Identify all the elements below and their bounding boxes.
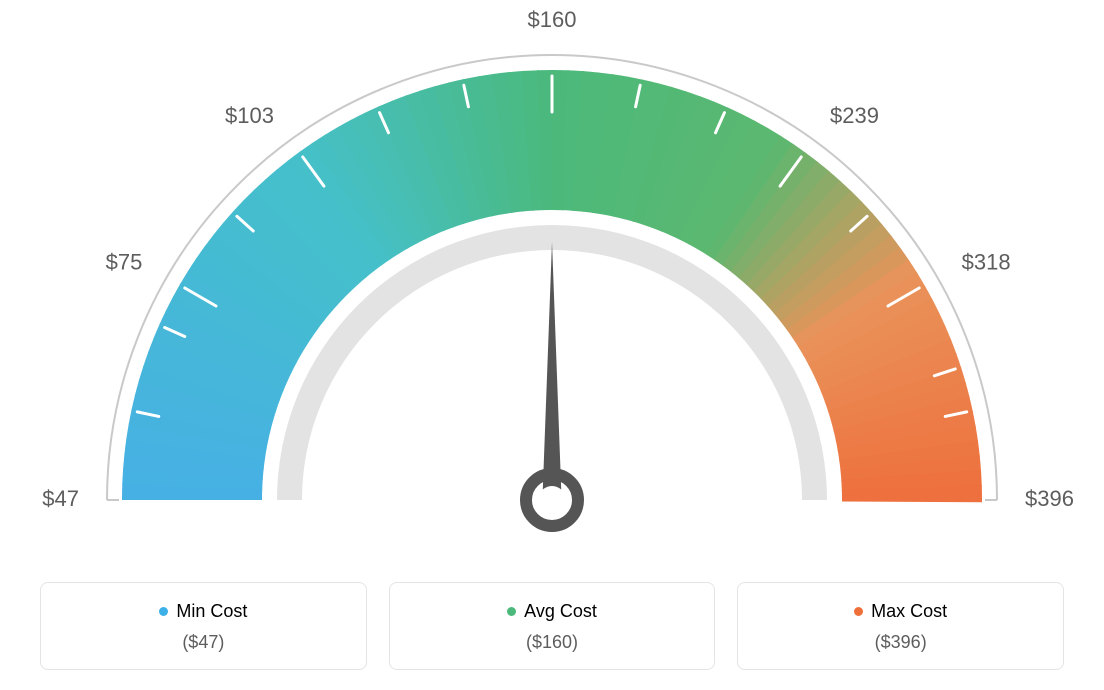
dot-icon	[507, 607, 516, 616]
legend-label: Max Cost	[871, 601, 947, 622]
legend-value: ($160)	[400, 632, 705, 653]
legend-label: Min Cost	[176, 601, 247, 622]
legend-label: Avg Cost	[524, 601, 597, 622]
svg-text:$160: $160	[528, 7, 577, 32]
dot-icon	[159, 607, 168, 616]
svg-text:$318: $318	[962, 249, 1011, 274]
gauge-chart: $47 $75 $103 $160 $239 $318 $396	[0, 0, 1104, 560]
legend-title-min: Min Cost	[159, 601, 247, 622]
legend-card-min: Min Cost ($47)	[40, 582, 367, 670]
dot-icon	[854, 607, 863, 616]
svg-text:$103: $103	[225, 103, 274, 128]
legend-card-avg: Avg Cost ($160)	[389, 582, 716, 670]
legend-value: ($396)	[748, 632, 1053, 653]
legend-title-avg: Avg Cost	[507, 601, 597, 622]
svg-text:$396: $396	[1025, 486, 1074, 511]
svg-text:$75: $75	[106, 249, 143, 274]
legend-value: ($47)	[51, 632, 356, 653]
svg-text:$239: $239	[830, 103, 879, 128]
gauge-svg: $47 $75 $103 $160 $239 $318 $396	[0, 0, 1104, 560]
legend-title-max: Max Cost	[854, 601, 947, 622]
svg-text:$47: $47	[42, 486, 79, 511]
legend-card-max: Max Cost ($396)	[737, 582, 1064, 670]
legend-row: Min Cost ($47) Avg Cost ($160) Max Cost …	[40, 582, 1064, 670]
